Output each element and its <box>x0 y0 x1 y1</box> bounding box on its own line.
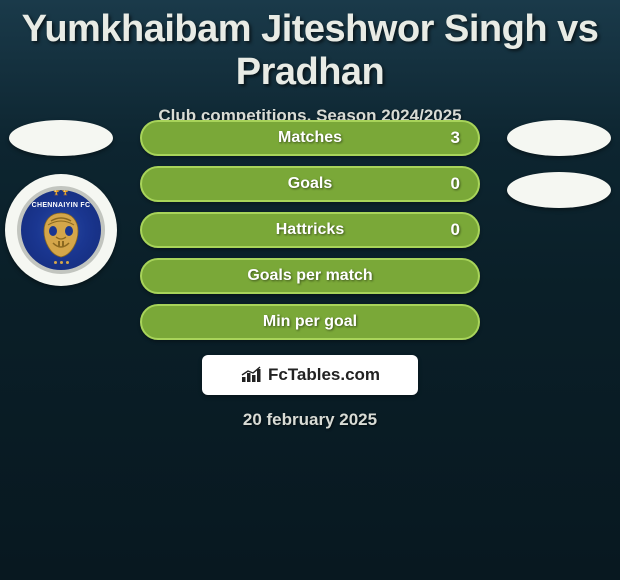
stat-label: Goals <box>288 175 332 193</box>
placeholder-oval <box>507 120 611 156</box>
badge-trophies-icon: 🏆🏆 <box>52 188 70 196</box>
chennaiyin-badge-icon: 🏆🏆 CHENNAIYIN FC <box>17 186 105 274</box>
fctables-logo: FcTables.com <box>202 355 418 395</box>
club-badge: 🏆🏆 CHENNAIYIN FC <box>5 174 117 286</box>
stat-label: Goals per match <box>247 267 372 285</box>
stat-row-matches: Matches 3 <box>140 120 480 156</box>
badge-text: CHENNAIYIN FC <box>32 202 91 209</box>
stat-right-value: 3 <box>451 128 460 148</box>
page-title: Yumkhaibam Jiteshwor Singh vs Pradhan <box>0 0 620 94</box>
left-column: 🏆🏆 CHENNAIYIN FC <box>6 120 116 286</box>
stat-label: Matches <box>278 129 342 147</box>
stat-right-value: 0 <box>451 220 460 240</box>
stat-row-hattricks: Hattricks 0 <box>140 212 480 248</box>
bar-chart-icon <box>240 366 264 384</box>
placeholder-oval <box>9 120 113 156</box>
stat-row-min-per-goal: Min per goal <box>140 304 480 340</box>
stat-row-goals: Goals 0 <box>140 166 480 202</box>
date-text: 20 february 2025 <box>0 410 620 430</box>
badge-dots-icon <box>54 261 69 264</box>
stat-row-goals-per-match: Goals per match <box>140 258 480 294</box>
placeholder-oval <box>507 172 611 208</box>
right-column <box>504 120 614 208</box>
badge-mask-icon <box>36 211 86 259</box>
stat-label: Hattricks <box>276 221 344 239</box>
stat-label: Min per goal <box>263 313 357 331</box>
stats-list: Matches 3 Goals 0 Hattricks 0 Goals per … <box>140 120 480 340</box>
logo-text: FcTables.com <box>268 365 380 385</box>
stat-right-value: 0 <box>451 174 460 194</box>
